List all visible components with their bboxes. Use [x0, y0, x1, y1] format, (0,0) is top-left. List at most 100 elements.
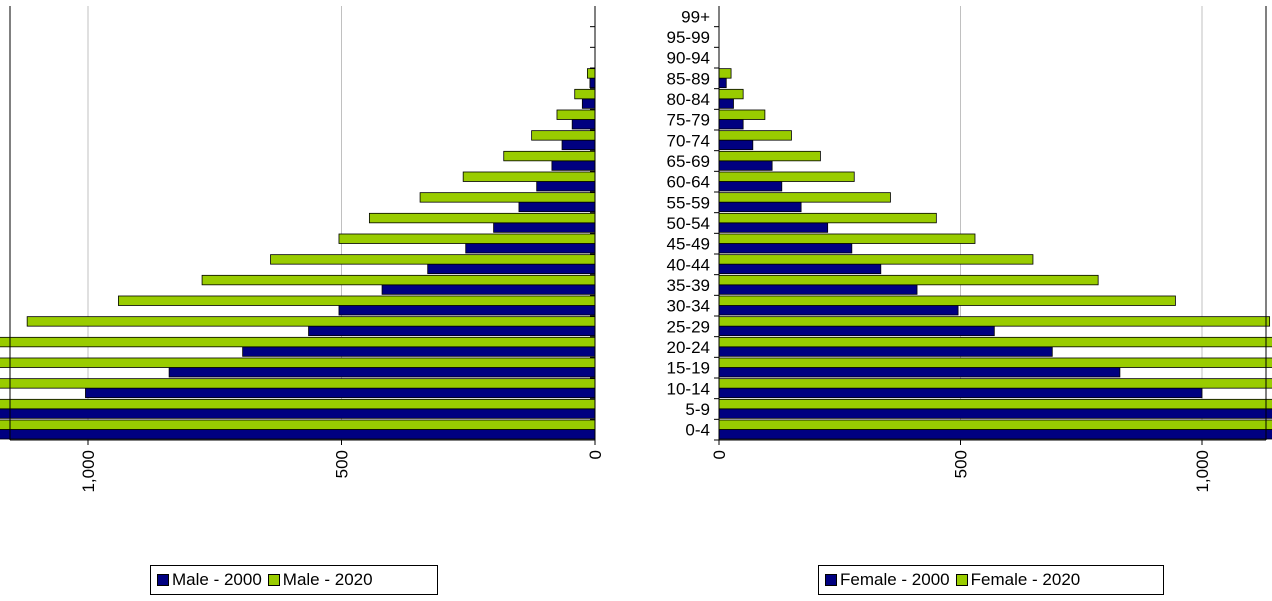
right-bar-female-2000-15-19	[718, 367, 1121, 378]
right-bar-female-2020-45-49	[718, 233, 976, 244]
category-label-85-89: 85-89	[667, 69, 710, 88]
right-bar-female-2020-20-24	[718, 336, 1272, 348]
left-bar-male-2020-45-49	[338, 233, 596, 244]
category-label-35-39: 35-39	[667, 276, 710, 295]
legend-item-male-2000: Male - 2000	[157, 570, 262, 590]
legend-label-male-2000: Male - 2000	[172, 570, 262, 589]
left-bar-male-2000-80-84	[581, 98, 596, 109]
left-bar-male-2000-40-44	[427, 263, 596, 275]
left-bar-male-2020-40-44	[270, 254, 596, 265]
right-bar-female-2000-75-79	[718, 119, 744, 130]
right-bar-female-2000-55-59	[718, 201, 802, 213]
left-bar-male-2000-35-39	[381, 284, 596, 295]
right-bar-female-2020-60-64	[718, 171, 855, 182]
bars	[0, 68, 1272, 440]
category-label-70-74: 70-74	[667, 131, 710, 150]
category-label-10-14: 10-14	[667, 379, 710, 398]
left-tick-label-500: 500	[333, 450, 352, 478]
right-bar-female-2020-50-54	[718, 212, 937, 224]
right-bar-female-2000-45-49	[718, 243, 853, 254]
left-bar-male-2020-25-29	[26, 316, 596, 327]
right-bar-female-2000-40-44	[718, 263, 882, 275]
left-bar-male-2020-10-14	[0, 378, 596, 389]
category-label-20-24: 20-24	[667, 338, 710, 357]
category-label-95-99: 95-99	[667, 28, 710, 47]
legend-swatch-male-2020	[267, 574, 280, 586]
right-tick-label-1000: 1,000	[1193, 450, 1212, 493]
right-bar-female-2020-5-9	[718, 398, 1272, 410]
right-bar-female-2000-80-84	[718, 98, 734, 109]
legend-label-female-2000: Female - 2000	[840, 570, 950, 589]
left-bar-male-2000-15-19	[168, 367, 596, 378]
left-bar-male-2020-50-54	[368, 212, 596, 224]
right-bar-female-2020-70-74	[718, 130, 792, 141]
category-label-60-64: 60-64	[667, 173, 710, 192]
right-bar-female-2020-65-69	[718, 150, 821, 162]
legend-label-male-2020: Male - 2020	[282, 570, 373, 589]
right-bar-female-2000-50-54	[718, 222, 829, 233]
legend-item-female-2000: Female - 2000	[825, 570, 950, 590]
left-bar-male-2000-50-54	[493, 222, 596, 233]
right-bar-female-2000-35-39	[718, 284, 918, 295]
left-bar-male-2020-80-84	[574, 88, 596, 100]
left-bar-male-2000-55-59	[518, 201, 596, 213]
category-label-80-84: 80-84	[667, 90, 710, 109]
left-tick-label-1000: 1,000	[79, 450, 98, 493]
left-bar-male-2000-75-79	[571, 119, 596, 130]
left-bar-male-2000-65-69	[551, 160, 596, 171]
legend-item-male-2020: Male - 2020	[267, 570, 373, 590]
category-label-0-4: 0-4	[685, 421, 710, 440]
left-bar-male-2000-60-64	[536, 181, 596, 192]
right-bar-female-2000-60-64	[718, 181, 783, 192]
category-label-55-59: 55-59	[667, 193, 710, 212]
left-bar-male-2000-25-29	[308, 325, 596, 337]
category-label-45-49: 45-49	[667, 235, 710, 254]
right-bar-female-2020-85-89	[718, 68, 732, 79]
legend-swatch-male-2000	[157, 574, 169, 586]
right-bar-female-2020-40-44	[718, 254, 1034, 265]
right-bar-female-2020-55-59	[718, 192, 891, 203]
left-bar-male-2000-30-34	[338, 305, 596, 316]
right-bar-female-2000-65-69	[718, 160, 773, 171]
category-label-30-34: 30-34	[667, 297, 710, 316]
category-label-25-29: 25-29	[667, 317, 710, 336]
left-bar-male-2000-0-4	[0, 429, 596, 440]
right-bar-female-2020-75-79	[718, 109, 766, 120]
category-label-75-79: 75-79	[667, 111, 710, 130]
category-label-50-54: 50-54	[667, 214, 710, 233]
legend-label-female-2020: Female - 2020	[970, 570, 1081, 589]
labels: 05001,0001,5002,00005001,0001,5002,0000-…	[79, 7, 1212, 493]
legend-item-female-2020: Female - 2020	[955, 570, 1081, 590]
legend-swatch-female-2000	[825, 574, 837, 586]
right-bar-female-2020-35-39	[718, 274, 1099, 286]
right-bar-female-2020-0-4	[718, 419, 1272, 430]
right-bar-female-2020-30-34	[718, 295, 1176, 306]
right-bar-female-2000-70-74	[718, 139, 754, 151]
left-bar-male-2020-5-9	[0, 398, 596, 410]
right-tick-label-500: 500	[952, 450, 971, 478]
left-bar-male-2020-35-39	[201, 274, 596, 286]
right-bar-female-2020-10-14	[718, 378, 1272, 389]
left-bar-male-2000-20-24	[242, 346, 596, 357]
left-bar-male-2000-85-89	[589, 77, 596, 89]
right-bar-female-2000-10-14	[718, 387, 1203, 399]
right-bar-female-2000-85-89	[718, 77, 727, 89]
left-bar-male-2020-30-34	[118, 295, 596, 306]
left-bar-male-2020-60-64	[462, 171, 596, 182]
left-bar-male-2020-70-74	[531, 130, 596, 141]
left-bar-male-2020-65-69	[503, 150, 596, 162]
left-bar-male-2020-20-24	[0, 336, 596, 348]
legend-swatch-female-2020	[955, 574, 968, 586]
right-bar-female-2020-80-84	[718, 88, 744, 100]
right-bar-female-2000-5-9	[718, 408, 1272, 419]
left-bar-male-2020-55-59	[419, 192, 596, 203]
right-bar-female-2000-25-29	[718, 325, 995, 337]
left-bar-male-2000-45-49	[465, 243, 596, 254]
right-tick-label-0: 0	[710, 450, 729, 459]
category-label-90-94: 90-94	[667, 49, 710, 68]
category-label-40-44: 40-44	[667, 255, 710, 274]
category-label-15-19: 15-19	[667, 359, 710, 378]
legend-male: Male - 2000 Male - 2020	[150, 565, 438, 595]
right-bar-female-2020-25-29	[718, 316, 1271, 327]
